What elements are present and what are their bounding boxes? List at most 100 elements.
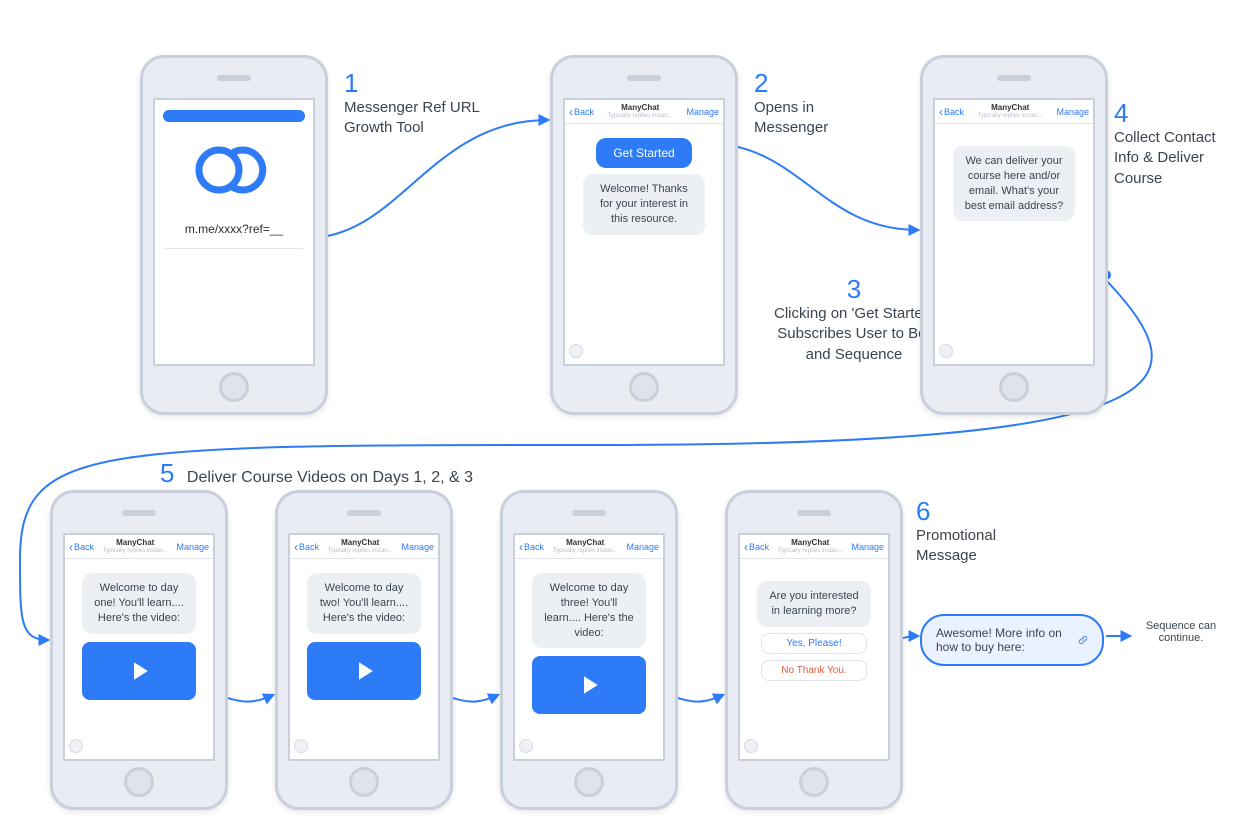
step-number: 1 — [344, 70, 524, 96]
avatar-icon — [744, 739, 758, 753]
day3-message: Welcome to day three! You'll learn.... H… — [532, 573, 646, 648]
phone-speaker — [122, 510, 156, 516]
step-text: Promotional Message — [916, 526, 1056, 567]
url-bar — [163, 110, 305, 122]
phone-screen: ‹Back ManyChat Typically replies instan.… — [933, 98, 1095, 366]
play-icon — [574, 670, 604, 700]
collect-email-message: We can deliver your course here and/or e… — [953, 146, 1075, 221]
chat-body: We can deliver your course here and/or e… — [935, 124, 1093, 364]
avatar-icon — [569, 344, 583, 358]
phone-speaker — [627, 75, 661, 81]
chat-body: Are you interested in learning more? Yes… — [740, 559, 888, 759]
back-button[interactable]: ‹Back — [569, 106, 594, 118]
step-text: Opens in Messenger — [754, 98, 894, 139]
nav-title: ManyChat — [778, 539, 843, 548]
manage-link[interactable]: Manage — [686, 107, 719, 117]
step-number: 2 — [754, 70, 894, 96]
play-icon — [124, 656, 154, 686]
nav-title-block: ManyChat Typically replies instan... — [608, 104, 673, 119]
nav-title-block: ManyChat Typically replies instan... — [978, 104, 1043, 119]
step-number: 5 — [160, 458, 174, 488]
phone-step6: ‹Back ManyChat Typically replies instan.… — [725, 490, 903, 810]
chevron-left-icon: ‹ — [519, 541, 523, 553]
chevron-left-icon: ‹ — [294, 541, 298, 553]
home-button-icon — [219, 372, 249, 402]
step-6-label: 6 Promotional Message — [916, 498, 1056, 567]
day1-message: Welcome to day one! You'll learn.... Her… — [82, 573, 196, 634]
manage-link[interactable]: Manage — [851, 542, 884, 552]
buy-callout: Awesome! More info on how to buy here: — [920, 614, 1104, 666]
chevron-left-icon: ‹ — [69, 541, 73, 553]
avatar-icon — [69, 739, 83, 753]
back-button[interactable]: ‹Back — [519, 541, 544, 553]
back-label: Back — [574, 107, 594, 117]
back-label: Back — [944, 107, 964, 117]
nav-title-block: ManyChat Typically replies instan... — [553, 539, 618, 554]
back-button[interactable]: ‹Back — [744, 541, 769, 553]
diagram-stage: m.me/xxxx?ref=__ 1 Messenger Ref URL Gro… — [0, 0, 1234, 824]
video-thumb[interactable] — [82, 642, 196, 700]
back-label: Back — [299, 542, 319, 552]
back-button[interactable]: ‹Back — [69, 541, 94, 553]
video-thumb[interactable] — [307, 642, 421, 700]
phone-screen: ‹Back ManyChat Typically replies instan.… — [738, 533, 890, 761]
step-number: 6 — [916, 498, 1056, 524]
back-label: Back — [74, 542, 94, 552]
phone-speaker — [347, 510, 381, 516]
nav-title-block: ManyChat Typically replies instan... — [103, 539, 168, 554]
callout-text: Awesome! More info on how to buy here: — [936, 626, 1072, 654]
messenger-nav: ‹Back ManyChat Typically replies instan.… — [740, 535, 888, 559]
phone-step1: m.me/xxxx?ref=__ — [140, 55, 328, 415]
manage-link[interactable]: Manage — [626, 542, 659, 552]
chat-body: Welcome to day three! You'll learn.... H… — [515, 559, 663, 759]
phone-speaker — [572, 510, 606, 516]
back-label: Back — [749, 542, 769, 552]
manage-link[interactable]: Manage — [176, 542, 209, 552]
phone-step2: ‹Back ManyChat Typically replies instan.… — [550, 55, 738, 415]
nav-title: ManyChat — [103, 539, 168, 548]
step-text: Collect Contact Info & Deliver Course — [1114, 128, 1234, 189]
play-icon — [349, 656, 379, 686]
chevron-left-icon: ‹ — [744, 541, 748, 553]
nav-title-block: ManyChat Typically replies instan... — [328, 539, 393, 554]
chevron-left-icon: ‹ — [939, 106, 943, 118]
step-5-label: 5 Deliver Course Videos on Days 1, 2, & … — [160, 460, 560, 489]
phone-speaker — [217, 75, 251, 81]
back-label: Back — [524, 542, 544, 552]
step-text: Deliver Course Videos on Days 1, 2, & 3 — [187, 469, 473, 486]
back-button[interactable]: ‹Back — [939, 106, 964, 118]
phone-day1: ‹Back ManyChat Typically replies instan.… — [50, 490, 228, 810]
step-number: 4 — [1114, 100, 1234, 126]
nav-title: ManyChat — [978, 104, 1043, 113]
chat-body: Welcome to day one! You'll learn.... Her… — [65, 559, 213, 759]
messenger-nav: ‹Back ManyChat Typically replies instan.… — [65, 535, 213, 559]
no-option[interactable]: No Thank You. — [761, 660, 867, 681]
messenger-nav: ‹Back ManyChat Typically replies instan.… — [935, 100, 1093, 124]
video-thumb[interactable] — [532, 656, 646, 714]
get-started-button[interactable]: Get Started — [596, 138, 692, 168]
back-button[interactable]: ‹Back — [294, 541, 319, 553]
nav-subtitle: Typically replies instan... — [328, 548, 393, 555]
link-icon — [155, 140, 313, 200]
chat-body: Welcome to day two! You'll learn.... Her… — [290, 559, 438, 759]
phone-day3: ‹Back ManyChat Typically replies instan.… — [500, 490, 678, 810]
nav-subtitle: Typically replies instan... — [978, 113, 1043, 120]
home-button-icon — [629, 372, 659, 402]
messenger-nav: ‹Back ManyChat Typically replies instan.… — [515, 535, 663, 559]
ref-url-text: m.me/xxxx?ref=__ — [155, 222, 313, 236]
nav-subtitle: Typically replies instan... — [778, 548, 843, 555]
manage-link[interactable]: Manage — [401, 542, 434, 552]
step-2-label: 2 Opens in Messenger — [754, 70, 894, 139]
step-1-label: 1 Messenger Ref URL Growth Tool — [344, 70, 524, 139]
manage-link[interactable]: Manage — [1056, 107, 1089, 117]
phone-screen: m.me/xxxx?ref=__ — [153, 98, 315, 366]
divider — [165, 248, 303, 249]
step-4-label: 4 Collect Contact Info & Deliver Course — [1114, 100, 1234, 189]
phone-screen: ‹Back ManyChat Typically replies instan.… — [288, 533, 440, 761]
home-button-icon — [124, 767, 154, 797]
avatar-icon — [519, 739, 533, 753]
nav-title: ManyChat — [608, 104, 673, 113]
yes-option[interactable]: Yes, Please! — [761, 633, 867, 654]
messenger-nav: ‹Back ManyChat Typically replies instan.… — [565, 100, 723, 124]
step-text: Messenger Ref URL Growth Tool — [344, 98, 524, 139]
